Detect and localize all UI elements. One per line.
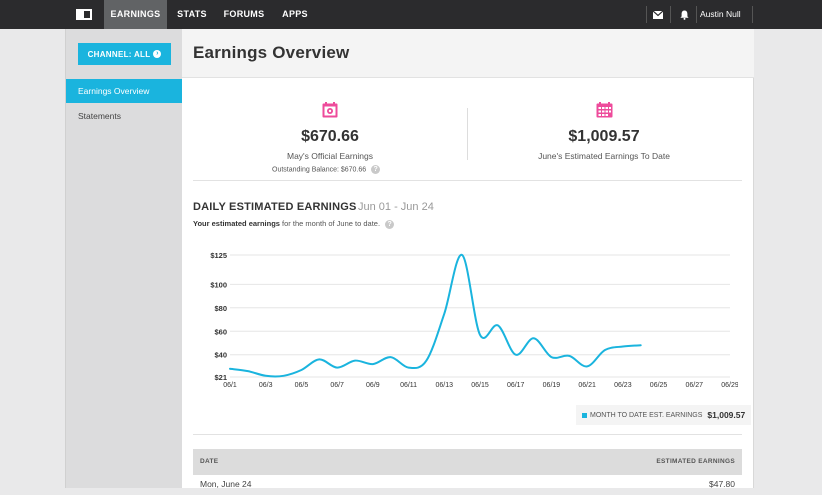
x-tick-label: 06/5 bbox=[295, 382, 309, 389]
calendar-icon bbox=[322, 102, 338, 123]
column-header-date[interactable]: DATE bbox=[200, 458, 219, 465]
divider bbox=[193, 180, 742, 181]
main-content: Earnings Overview $670.66 May's Official… bbox=[182, 29, 754, 489]
legend-label: MONTH TO DATE EST. EARNINGS bbox=[590, 411, 703, 419]
row-earnings: $47.80 bbox=[709, 479, 735, 489]
bell-icon[interactable] bbox=[674, 0, 694, 29]
nav-earnings[interactable]: EARNINGS bbox=[104, 0, 167, 29]
x-tick-label: 06/7 bbox=[330, 382, 344, 389]
may-earnings-label: May's Official Earnings bbox=[286, 151, 374, 161]
sidebar-item-earnings-overview[interactable]: Earnings Overview bbox=[66, 79, 183, 103]
x-tick-label: 06/23 bbox=[614, 382, 632, 389]
y-tick-label: $125 bbox=[210, 251, 227, 260]
page-header: Earnings Overview bbox=[182, 29, 754, 78]
divider bbox=[193, 434, 742, 435]
channel-select-button[interactable]: CHANNEL: ALL › bbox=[78, 43, 171, 65]
june-earnings-label: June's Estimated Earnings To Date bbox=[538, 151, 670, 161]
june-earnings-value: $1,009.57 bbox=[568, 128, 640, 145]
chevron-circle-icon: › bbox=[153, 50, 162, 58]
nav-divider bbox=[646, 6, 647, 23]
nav-stats[interactable]: STATS bbox=[177, 9, 207, 19]
sidebar-item-statements[interactable]: Statements bbox=[78, 111, 121, 121]
y-tick-label: $80 bbox=[214, 304, 227, 313]
x-tick-label: 06/9 bbox=[366, 382, 380, 389]
sidebar: CHANNEL: ALL › Earnings Overview Stateme… bbox=[65, 29, 183, 488]
column-header-earnings[interactable]: ESTIMATED EARNINGS bbox=[656, 458, 735, 465]
x-tick-label: 06/13 bbox=[436, 382, 454, 389]
logo-icon[interactable] bbox=[76, 9, 92, 20]
mail-icon[interactable] bbox=[648, 0, 668, 29]
table-header: DATE ESTIMATED EARNINGS bbox=[193, 449, 742, 475]
row-date: Mon, June 24 bbox=[200, 479, 252, 489]
nav-forums[interactable]: FORUMS bbox=[223, 9, 265, 19]
legend-value: $1,009.57 bbox=[707, 410, 746, 420]
nav-divider bbox=[670, 6, 671, 23]
x-tick-label: 06/15 bbox=[471, 382, 489, 389]
x-tick-label: 06/17 bbox=[507, 382, 525, 389]
y-tick-label: $100 bbox=[210, 280, 227, 289]
x-tick-label: 06/11 bbox=[400, 382, 417, 389]
description-rest: for the month of June to date. bbox=[279, 219, 381, 228]
daily-earnings-description: Your estimated earnings for the month of… bbox=[193, 219, 395, 229]
user-name[interactable]: Austin Null bbox=[700, 9, 741, 19]
x-tick-label: 06/25 bbox=[650, 382, 668, 389]
daily-earnings-chart: $21 $40 $60 $80 $100 $125 06/1 06/3 06/5 06/7 06/… bbox=[210, 251, 738, 389]
legend-swatch bbox=[582, 412, 587, 418]
x-tick-label: 06/3 bbox=[259, 382, 273, 389]
help-icon[interactable]: ? bbox=[385, 219, 395, 229]
nav-apps[interactable]: APPS bbox=[282, 9, 308, 19]
may-earnings-value: $670.66 bbox=[301, 128, 359, 145]
channel-button-label: CHANNEL: ALL bbox=[87, 49, 151, 59]
description-bold: Your estimated earnings bbox=[193, 219, 280, 228]
chart-legend: MONTH TO DATE EST. EARNINGS $1,009.57 bbox=[576, 405, 752, 425]
x-tick-label: 06/29 bbox=[721, 382, 738, 389]
help-icon[interactable]: ? bbox=[371, 165, 381, 174]
y-tick-label: $40 bbox=[214, 351, 227, 360]
y-tick-label: $21 bbox=[214, 373, 227, 382]
calendar-grid-icon bbox=[596, 102, 613, 123]
nav-divider bbox=[696, 6, 697, 23]
x-tick-label: 06/27 bbox=[686, 382, 704, 389]
y-tick-label: $60 bbox=[214, 327, 227, 336]
page-title: Earnings Overview bbox=[193, 43, 350, 62]
x-tick-label: 06/1 bbox=[223, 382, 237, 389]
outstanding-balance: Outstanding Balance: $670.66 ? bbox=[272, 165, 381, 174]
x-tick-label: 06/21 bbox=[578, 382, 596, 389]
nav-divider bbox=[752, 6, 753, 23]
daily-earnings-title: DAILY ESTIMATED EARNINGS bbox=[193, 201, 357, 213]
top-nav-bar: EARNINGS STATS FORUMS APPS Austin Null bbox=[0, 0, 822, 29]
outstanding-balance-text: Outstanding Balance: $670.66 bbox=[272, 166, 367, 174]
x-tick-label: 06/19 bbox=[543, 382, 561, 389]
table-row: Mon, June 24 $47.80 bbox=[193, 475, 742, 495]
series-line bbox=[229, 253, 642, 378]
daily-earnings-range: Jun 01 - Jun 24 bbox=[358, 201, 434, 213]
stats-divider bbox=[467, 108, 468, 160]
